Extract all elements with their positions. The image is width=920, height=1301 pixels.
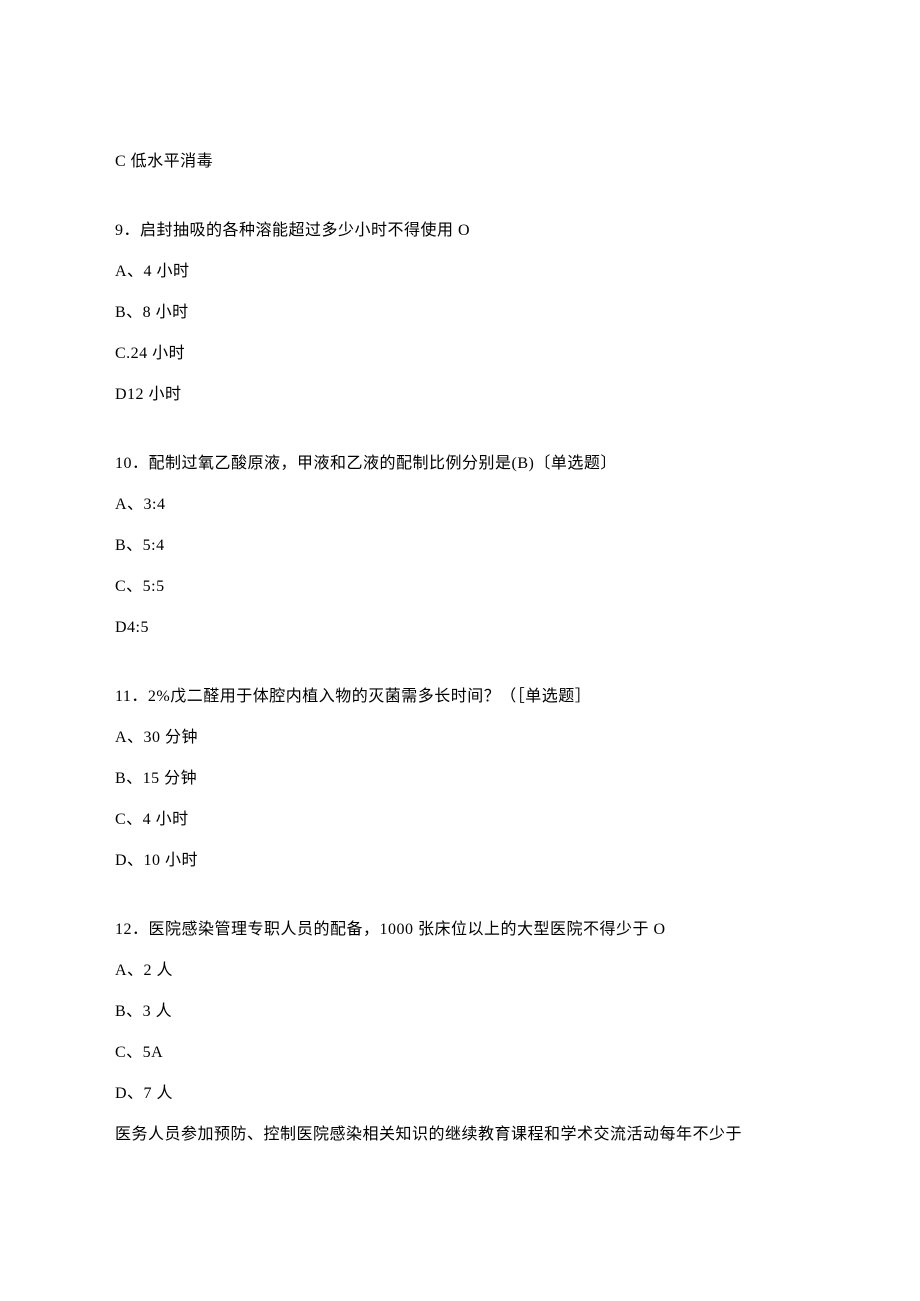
partial-answer-text: C 低水平消毒 [115, 150, 805, 174]
question-10-option-b: B、5:4 [115, 534, 805, 558]
question-9-option-a: A、4 小时 [115, 260, 805, 284]
trailing-text: 医务人员参加预防、控制医院感染相关知识的继续教育课程和学术交流活动每年不少于 [115, 1123, 805, 1147]
question-9-number: 9 [115, 222, 124, 239]
question-11-option-a: A、30 分钟 [115, 726, 805, 750]
question-11: 11．2%戊二醛用于体腔内植入物的灭菌需多长时间？（［单选题］ [115, 685, 805, 709]
question-12-text: ．医院感染管理专职人员的配备，1000 张床位以上的大型医院不得少于 O [132, 921, 666, 938]
question-12: 12．医院感染管理专职人员的配备，1000 张床位以上的大型医院不得少于 O [115, 918, 805, 942]
question-10-text: ．配制过氧乙酸原液，甲液和乙液的配制比例分别是(B)〔单选题〕 [132, 455, 617, 472]
question-11-number: 11 [115, 688, 131, 705]
question-10: 10．配制过氧乙酸原液，甲液和乙液的配制比例分别是(B)〔单选题〕 [115, 452, 805, 476]
question-12-option-d: D、7 人 [115, 1082, 805, 1106]
question-10-number: 10 [115, 455, 132, 472]
question-10-option-c: C、5:5 [115, 575, 805, 599]
question-10-option-d: D4:5 [115, 616, 805, 640]
question-9-option-b: B、8 小时 [115, 301, 805, 325]
question-11-option-c: C、4 小时 [115, 808, 805, 832]
question-11-text: ．2%戊二醛用于体腔内植入物的灭菌需多长时间？（［单选题］ [131, 688, 591, 705]
question-11-option-d: D、10 小时 [115, 849, 805, 873]
question-12-number: 12 [115, 921, 132, 938]
question-12-option-a: A、2 人 [115, 959, 805, 983]
question-9-option-c: C.24 小时 [115, 342, 805, 366]
question-9: 9．启封抽吸的各种溶能超过多少小时不得使用 O [115, 219, 805, 243]
question-12-option-b: B、3 人 [115, 1000, 805, 1024]
question-11-option-b: B、15 分钟 [115, 767, 805, 791]
question-10-option-a: A、3:4 [115, 493, 805, 517]
question-9-text: ．启封抽吸的各种溶能超过多少小时不得使用 O [124, 222, 471, 239]
question-9-option-d: D12 小时 [115, 383, 805, 407]
question-12-option-c: C、5A [115, 1041, 805, 1065]
